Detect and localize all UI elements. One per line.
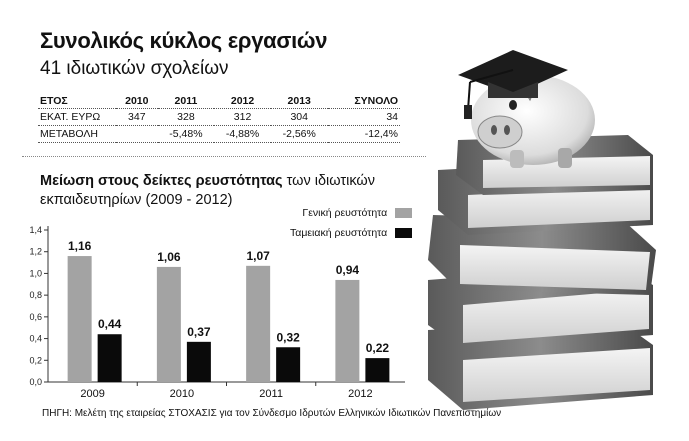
header-cell: 2012 <box>214 94 271 109</box>
header-cell: 2013 <box>270 94 328 109</box>
x-tick-label: 2011 <box>259 388 283 400</box>
bar-value-label: 0,32 <box>276 330 300 344</box>
page-title: Συνολικός κύκλος εργασιών <box>40 28 328 53</box>
table-cell: -4,88% <box>214 125 271 143</box>
book-stack <box>428 135 656 410</box>
legend-swatch-black <box>395 228 413 238</box>
bar-value-label: 0,37 <box>187 325 211 339</box>
bar-cash-liquidity <box>186 341 211 382</box>
graduation-cap <box>458 50 568 119</box>
bar-value-label: 1,07 <box>246 249 270 263</box>
chart-legend: Γενική ρευστότητα Ταμειακή ρευστότητα <box>290 203 413 243</box>
y-tick-label: 0,0 <box>29 377 42 387</box>
header-cell: ΣΥΝΟΛΟ <box>327 94 400 109</box>
bar-general-liquidity <box>246 265 271 382</box>
bar-general-liquidity <box>156 266 181 382</box>
table-row: ΕΚΑΤ. ΕΥΡΩ 347 328 312 304 34 <box>38 108 400 126</box>
y-tick-label: 1,4 <box>29 225 42 235</box>
table-cell: ΕΚΑΤ. ΕΥΡΩ <box>38 108 116 126</box>
header-cell: ΕΤΟΣ <box>38 94 116 109</box>
section-divider <box>22 156 426 157</box>
y-tick-label: 1,2 <box>29 247 42 257</box>
bar-general-liquidity <box>67 256 92 382</box>
table-cell <box>116 125 158 143</box>
table-cell: -12,4% <box>327 125 400 143</box>
bar-general-liquidity <box>335 279 360 382</box>
source-note: ΠΗΓΗ: Μελέτη της εταιρείας ΣΤΟΧΑΣΙΣ για … <box>42 408 502 419</box>
x-tick-label: 2009 <box>80 388 104 400</box>
y-tick-label: 1,0 <box>29 268 42 278</box>
legend-label: Γενική ρευστότητα <box>302 207 388 219</box>
y-tick-label: 0,2 <box>29 355 42 365</box>
y-tick-label: 0,6 <box>29 312 42 322</box>
revenue-table-header: ΕΤΟΣ 2010 2011 2012 2013 ΣΥΝΟΛΟ <box>38 94 400 109</box>
legend-label: Ταμειακή ρευστότητα <box>290 227 388 239</box>
chart-title-rest: των ιδιωτικών εκπαιδευτηρίων (2009 - 201… <box>40 173 375 208</box>
table-cell: 312 <box>214 108 271 126</box>
bar-value-label: 0,94 <box>336 263 360 277</box>
bar-cash-liquidity <box>365 358 390 382</box>
liquidity-bar-chart: 0,0 0,2 0,4 0,6 0,8 1,0 1,2 1,4 1,16 0,44 2009 1,06… <box>29 225 405 400</box>
table-cell: 347 <box>116 108 158 126</box>
x-tick-label: 2012 <box>348 388 372 400</box>
bar-value-label: 0,22 <box>366 341 390 355</box>
y-tick-label: 0,8 <box>29 290 42 300</box>
legend-item-cash: Ταμειακή ρευστότητα <box>290 223 413 243</box>
header-cell: 2011 <box>157 94 215 109</box>
bar-cash-liquidity <box>276 347 301 382</box>
bar-value-label: 1,16 <box>68 239 92 253</box>
bar-cash-liquidity <box>97 334 122 382</box>
table-row: ΜΕΤΑΒΟΛΗ -5,48% -4,88% -2,56% -12,4% <box>38 125 400 143</box>
x-tick-label: 2010 <box>170 388 194 400</box>
y-tick-label: 0,4 <box>29 334 42 344</box>
table-cell: 328 <box>157 108 215 126</box>
revenue-table: ΕΤΟΣ 2010 2011 2012 2013 ΣΥΝΟΛΟ ΕΚΑΤ. ΕΥ… <box>38 94 400 143</box>
legend-swatch-grey <box>395 208 413 218</box>
table-cell: ΜΕΤΑΒΟΛΗ <box>38 125 116 143</box>
legend-item-general: Γενική ρευστότητα <box>290 203 413 223</box>
table-cell: -2,56% <box>270 125 328 143</box>
chart-title-bold: Μείωση στους δείκτες ρευστότητας <box>40 173 283 189</box>
table-cell: 304 <box>270 108 328 126</box>
page-subtitle: 41 ιδιωτικών σχολείων <box>40 58 229 79</box>
table-cell: 34 <box>327 108 400 126</box>
table-cell: -5,48% <box>157 125 215 143</box>
piggy-bank-on-books-illustration <box>428 50 656 410</box>
header-cell: 2010 <box>116 94 158 109</box>
bar-value-label: 1,06 <box>157 250 181 264</box>
bar-value-label: 0,44 <box>98 317 122 331</box>
chart-title: Μείωση στους δείκτες ρευστότητας των ιδι… <box>40 172 440 210</box>
